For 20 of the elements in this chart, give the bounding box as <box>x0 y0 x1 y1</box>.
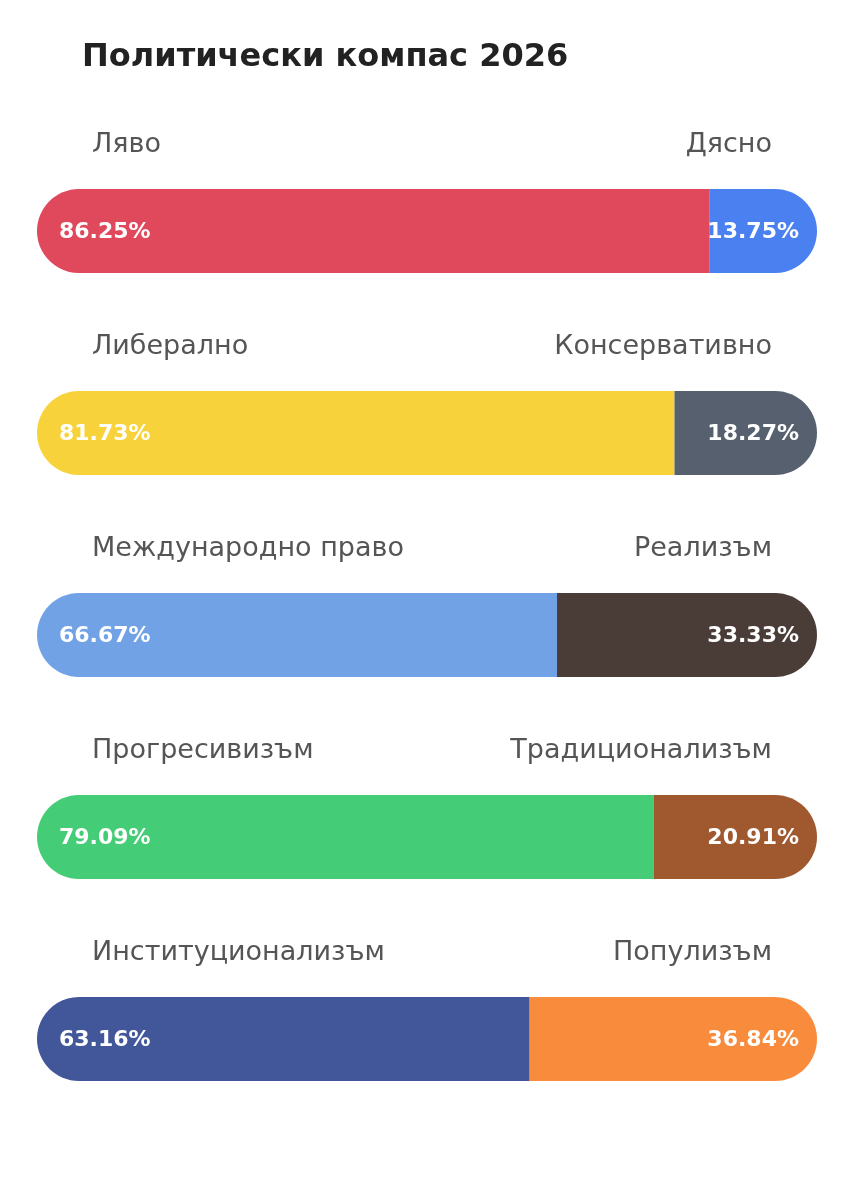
series-label: Дясно <box>685 127 772 158</box>
series-label: Традиционализъм <box>509 733 772 764</box>
series-label: Либерално <box>92 329 249 360</box>
data-label: 20.91% <box>707 824 799 849</box>
series-label: Ляво <box>92 127 161 158</box>
data-label: 18.27% <box>707 420 799 445</box>
series-label: Популизъм <box>612 935 772 966</box>
series-label: Консервативно <box>554 329 772 360</box>
data-label: 33.33% <box>707 622 799 647</box>
chart-title: Политически компас 2026 <box>82 36 569 74</box>
data-label: 86.25% <box>59 218 151 243</box>
data-label: 79.09% <box>59 824 151 849</box>
series-label: Реализъм <box>633 531 772 562</box>
data-label: 63.16% <box>59 1026 151 1051</box>
series-label: Институционализъм <box>92 935 385 966</box>
data-label: 81.73% <box>59 420 151 445</box>
data-label: 36.84% <box>707 1026 799 1051</box>
series-label: Прогресивизъм <box>92 733 314 764</box>
data-label: 66.67% <box>59 622 151 647</box>
series-label: Международно право <box>92 531 404 562</box>
